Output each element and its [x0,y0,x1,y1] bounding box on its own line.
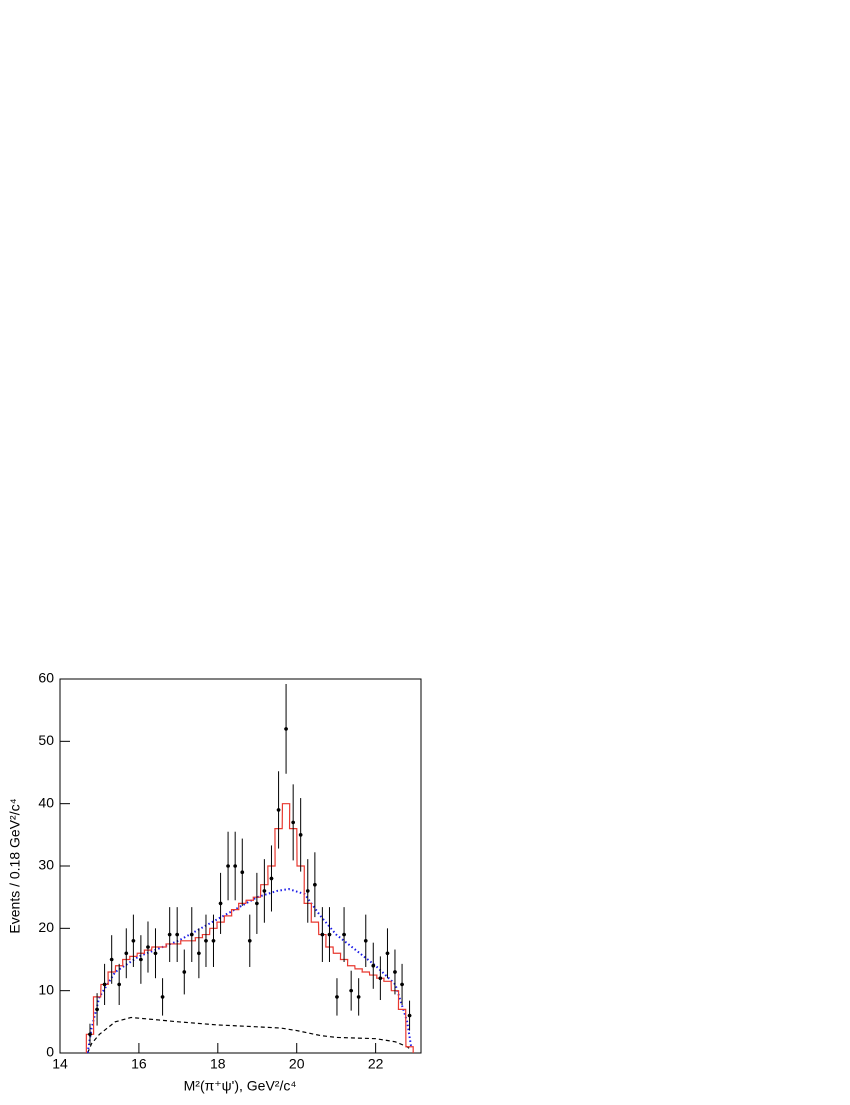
data-point [349,988,353,993]
data-point [117,982,121,987]
data-point [88,1032,92,1037]
data-point [284,727,288,731]
data-point [247,939,252,943]
data-point [95,1007,99,1012]
data-point [262,889,267,893]
data-point [189,932,194,937]
data-point [218,901,223,906]
data-point [211,939,216,943]
y-tick-label: 40 [38,794,54,810]
data-point [146,945,150,949]
x-tick-label: 18 [210,1056,226,1072]
y-tick-label: 30 [38,857,54,873]
data-point [182,970,187,974]
data-point [320,932,325,937]
data-point [407,1013,412,1018]
y-tick-label: 0 [46,1044,54,1060]
data-point [131,939,136,943]
y-axis-label: Events / 0.18 GeV²/c⁴ [7,798,23,933]
x-tick-label: 14 [52,1056,68,1072]
data-point [204,939,208,943]
y-tick-label: 20 [38,919,54,935]
data-point [269,876,274,881]
data-point [124,951,129,956]
x-tick-label: 20 [289,1056,305,1072]
y-tick-label: 10 [38,981,54,997]
data-point [109,957,114,962]
data-point [342,932,346,937]
data-point [226,864,230,868]
data-point [400,982,404,987]
data-point [255,901,259,906]
plot-frame [59,678,422,1054]
data-point [378,976,383,980]
fit-histogram [85,803,414,1053]
data-point [385,951,390,956]
data-point [305,889,310,893]
data-point [139,957,143,962]
data-point [327,932,332,937]
data-point [335,995,339,999]
x-axis-label: M²(π⁺ψ'), GeV²/c⁴ [184,1078,297,1094]
data-point [291,820,295,825]
data-point [153,951,158,956]
data-point [371,963,376,968]
data-point [167,932,172,937]
data-point [356,995,361,999]
x-tick-label: 16 [131,1056,147,1072]
background-curve [87,1016,412,1054]
data-point [313,882,317,887]
data-point [240,870,245,875]
data-point [233,864,237,868]
data-point [363,939,368,943]
data-point [160,995,165,999]
data-point [276,808,281,812]
data-point [298,833,303,837]
y-tick-label: 60 [38,670,54,686]
x-tick-label: 22 [368,1056,384,1072]
data-point [102,982,107,987]
data-point [175,932,179,937]
data-point [393,970,397,974]
data-point [197,951,201,956]
y-tick-label: 50 [38,732,54,748]
